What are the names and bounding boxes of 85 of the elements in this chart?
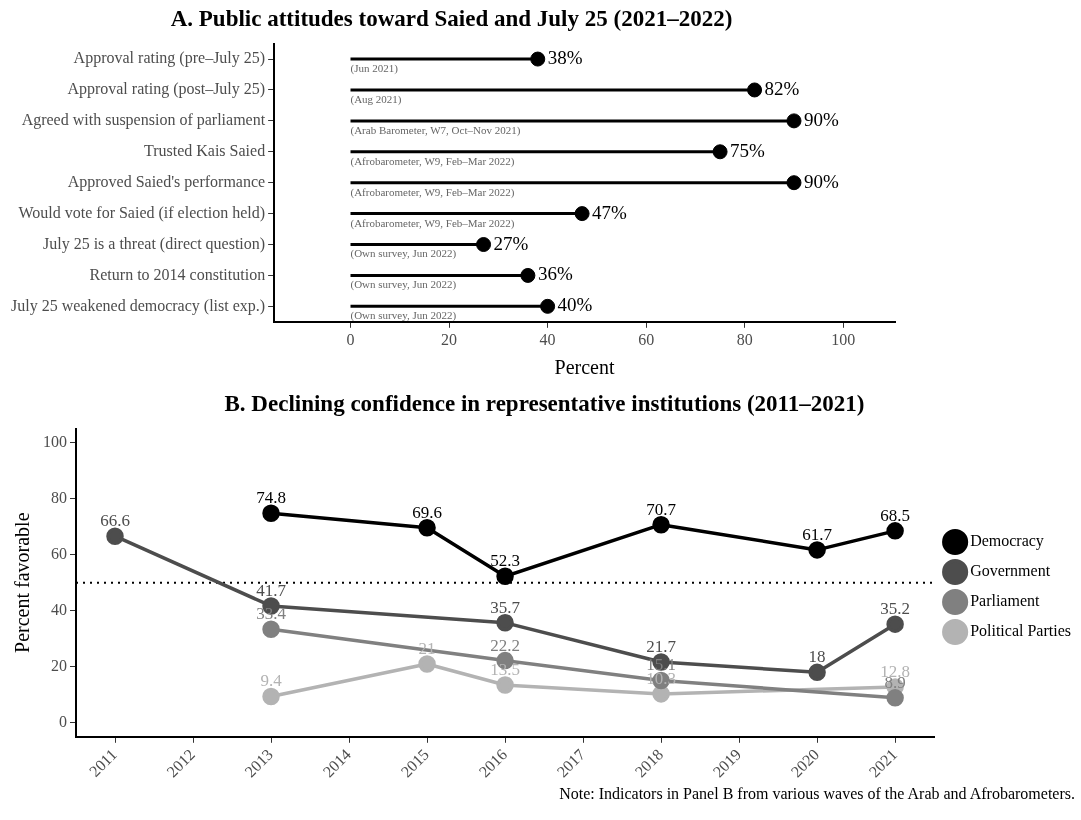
data-label: 68.5 [880,505,910,525]
y-tick-label: 20 [51,656,67,674]
x-tick-label: 2011 [85,745,121,780]
y-tick-label: 60 [51,544,67,562]
point [886,522,904,540]
data-label: 90% [803,170,839,192]
annotation: (Own survey, Jun 2022) [350,247,457,261]
y-tick-label: 100 [43,432,67,450]
point [496,614,514,632]
point [418,519,436,537]
data-label: 69.6 [412,502,442,522]
point [262,504,280,522]
data-label: 13.5 [490,659,520,679]
data-label: 35.2 [880,599,910,619]
data-label: 41.7 [256,580,287,600]
point [886,689,904,707]
data-label: 82% [764,77,800,99]
legend-label: Government [970,562,1051,580]
data-label: 38% [547,47,583,69]
legend-label: Parliament [970,592,1040,610]
annotation: (Aug 2021) [350,92,402,106]
annotation: (Jun 2021) [350,61,399,75]
y-tick-label: 0 [59,712,67,730]
point [106,527,124,545]
x-tick-label: 100 [831,330,856,348]
point [574,206,590,222]
y-tick-label: Approved Saied's performance [67,172,266,191]
data-label: 52.3 [490,551,520,571]
data-label: 74.8 [256,488,286,508]
text: Note: Indicators in Panel B from various waves of the Arab and Afrobarometers. [558,785,1076,803]
point [808,541,826,559]
x-tick-label: 40 [539,330,556,348]
annotation: (Arab Barometer, W7, Oct–Nov 2021) [350,123,521,137]
chart-title: B. Declining confidence in representative institutions (2011–2021) [224,390,865,416]
data-label: 75% [730,139,766,161]
y-tick-label: Approval rating (pre–July 25) [73,49,266,68]
x-tick-label: 60 [638,330,655,348]
point [262,620,280,638]
data-label: 47% [592,201,628,223]
data-label: 18 [808,647,826,667]
point [520,267,536,283]
data-label: 70.7 [646,499,677,519]
point [886,615,904,633]
y-tick-label: Return to 2014 constitution [89,265,266,283]
legend-label: Democracy [970,532,1044,551]
y-tick-label: July 25 is a threat (direct question) [42,234,266,253]
point [496,567,514,585]
chart-title: A. Public attitudes toward Saied and July 25 (2021–2022) [170,5,733,31]
data-label: 90% [803,108,839,130]
point [476,237,492,253]
y-tick-label: Agreed with suspension of parliament [21,111,266,130]
data-label: 36% [537,263,573,285]
annotation: (Own survey, Jun 2022) [350,309,457,323]
y-tick-label: 40 [51,600,67,618]
x-tick-label: 20 [441,330,458,348]
x-tick-label: 80 [736,330,753,348]
annotation: (Own survey, Jun 2022) [350,278,457,292]
data-label: 40% [557,294,593,316]
x-axis-title: Percent [554,356,615,379]
annotation: (Afrobarometer, W9, Feb–Mar 2022) [350,154,515,168]
data-label: 9.4 [260,671,283,691]
data-label: 35.7 [490,597,521,617]
point [808,663,826,682]
point [652,515,670,534]
y-tick-label: Would vote for Saied (if election held) [18,203,266,222]
point [496,676,514,694]
data-label: 21.7 [646,636,677,656]
data-label: 61.7 [802,524,833,544]
point [418,655,436,673]
data-label: 66.6 [100,511,130,531]
y-tick-label: 80 [51,488,67,506]
x-tick-label: 0 [346,330,355,348]
y-tick-label: July 25 weakened democracy (list exp.) [10,296,266,315]
legend-label: Political Parties [970,622,1071,640]
point [540,298,556,314]
data-label: 22.2 [490,635,520,655]
annotation: (Afrobarometer, W9, Feb–Mar 2022) [350,216,515,230]
y-tick-label: Trusted Kais Saied [143,141,266,159]
y-axis-title: Percent favorable [11,512,34,653]
point [262,687,280,706]
point [652,685,670,703]
data-label: 33.4 [256,604,287,624]
annotation: (Afrobarometer, W9, Feb–Mar 2022) [350,185,515,199]
data-label: 27% [493,232,529,254]
y-tick-label: Approval rating (post–July 25) [67,80,266,99]
